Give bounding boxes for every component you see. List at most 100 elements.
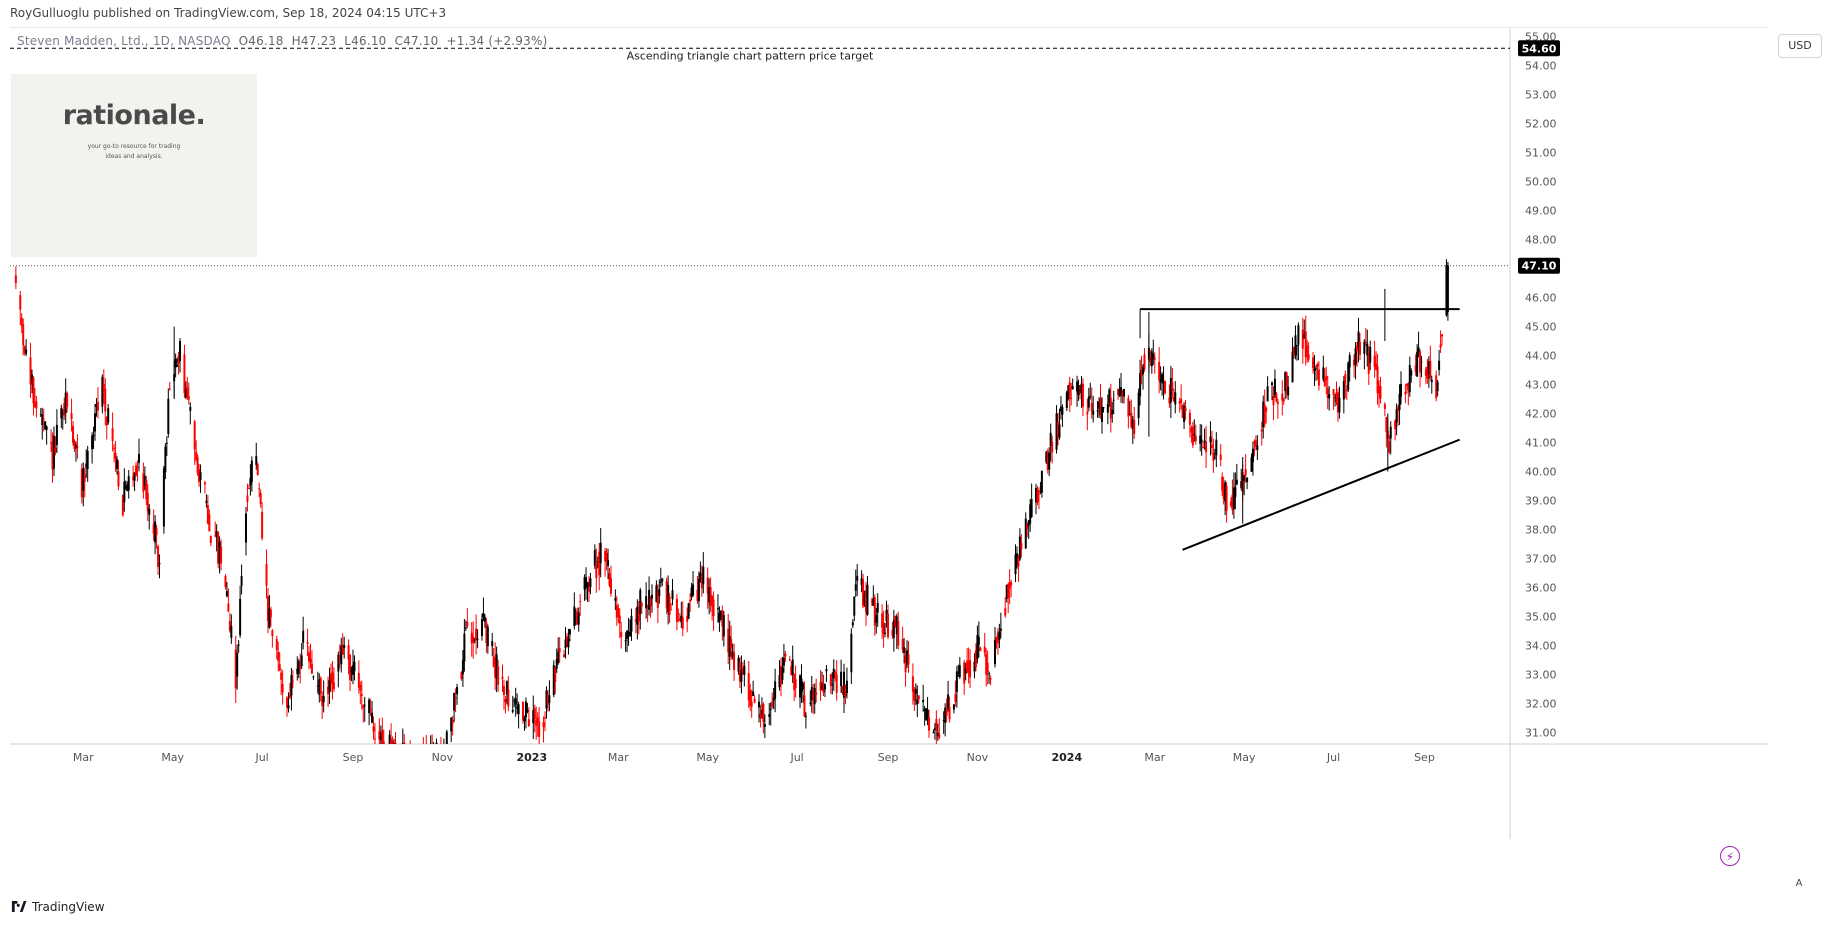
candle-body xyxy=(105,417,108,426)
candle-body xyxy=(1273,378,1276,396)
candle-body xyxy=(1312,357,1315,369)
candle-body xyxy=(155,527,158,535)
candle-body xyxy=(309,658,312,663)
candle-body xyxy=(593,550,596,566)
candle-body xyxy=(1325,376,1328,381)
candle-body xyxy=(95,403,98,407)
candle-body xyxy=(1008,582,1011,589)
candle-body xyxy=(214,535,217,537)
candle-body xyxy=(50,442,53,444)
candle-body xyxy=(1140,369,1143,376)
candle-body xyxy=(1224,482,1227,502)
candle-body xyxy=(851,622,854,626)
candle-body xyxy=(737,657,740,672)
candle-body xyxy=(1127,398,1130,417)
candle-body xyxy=(1181,405,1184,418)
candle-body xyxy=(576,611,579,625)
candle-body xyxy=(778,675,781,688)
candle-body xyxy=(629,631,632,637)
candle-body xyxy=(114,452,117,459)
candle-body xyxy=(456,686,459,695)
candle-body xyxy=(145,479,148,500)
candle-body xyxy=(146,492,149,512)
candle-body xyxy=(1281,393,1284,401)
candle-body xyxy=(280,672,283,680)
candle-body xyxy=(743,665,746,675)
candle-body xyxy=(1128,413,1131,415)
candle-body xyxy=(1015,553,1018,559)
candle-body xyxy=(1213,456,1216,458)
candle-body xyxy=(804,716,807,718)
auto-scale-button[interactable]: A xyxy=(1795,878,1803,889)
candle-body xyxy=(771,701,774,707)
candle-body xyxy=(1356,346,1359,352)
x-tick-label: Nov xyxy=(432,751,454,764)
candle-body xyxy=(450,717,453,732)
support-trendline[interactable] xyxy=(1182,438,1460,551)
currency-button[interactable]: USD xyxy=(1778,34,1822,58)
candle-body xyxy=(70,412,73,420)
candle-body xyxy=(1335,392,1338,403)
candle-body xyxy=(1215,439,1218,456)
candle-body xyxy=(819,681,822,691)
candle-body xyxy=(1183,405,1186,423)
candle-body xyxy=(577,612,580,625)
candle-body xyxy=(1070,398,1073,400)
candle-body xyxy=(187,396,190,400)
y-tick-label: 46.00 xyxy=(1525,292,1557,305)
candle-body xyxy=(554,666,557,683)
candle-body xyxy=(1193,434,1196,436)
candle-body xyxy=(1367,352,1370,374)
candle-body xyxy=(142,473,145,492)
candle-body xyxy=(401,743,404,744)
candle-body xyxy=(791,659,794,675)
candle-body xyxy=(1378,388,1381,393)
candle-body xyxy=(895,616,898,635)
candle-body xyxy=(132,476,135,481)
candle-body xyxy=(107,408,110,423)
candle-body xyxy=(66,393,69,407)
candle-body xyxy=(686,615,689,622)
candle-body xyxy=(1161,374,1164,381)
candle-body xyxy=(1096,410,1099,412)
candle-body xyxy=(492,656,495,668)
candle-body xyxy=(1282,399,1285,402)
high-value: H47.23 xyxy=(291,34,337,48)
candle-body xyxy=(1439,344,1442,348)
candle-body xyxy=(829,674,832,686)
candle-body xyxy=(209,535,212,543)
candle-body xyxy=(788,659,791,661)
candle-body xyxy=(1171,382,1174,391)
candle-body xyxy=(1133,420,1136,435)
candle-body xyxy=(614,598,617,601)
candle-body xyxy=(299,663,302,669)
candle-body xyxy=(318,679,321,695)
candle-body xyxy=(186,387,189,397)
candle-body xyxy=(607,560,610,566)
candle-body xyxy=(1303,334,1306,339)
candle-body xyxy=(300,655,303,667)
candle-body xyxy=(363,704,366,707)
chart-pane[interactable]: 31.00 32.00 33.00 34.00 35.00 36.00 37.00 38.00… xyxy=(10,27,1768,869)
candle-body xyxy=(378,731,381,740)
candle-body xyxy=(234,649,237,689)
price-chart[interactable]: 31.00 32.00 33.00 34.00 35.00 36.00 37.00 38.00… xyxy=(10,28,1768,869)
candle-body xyxy=(330,673,332,681)
candle-body xyxy=(1407,383,1410,391)
candle-body xyxy=(281,684,284,693)
candle-body xyxy=(769,708,772,710)
candle-body xyxy=(752,691,755,697)
candle-body xyxy=(615,604,618,618)
candle-body xyxy=(1090,403,1093,411)
price-target-badge xyxy=(1518,40,1560,57)
y-tick-label: 33.00 xyxy=(1525,668,1557,681)
footer-brand[interactable]: TradingView xyxy=(10,900,105,914)
candle-body xyxy=(111,428,114,441)
candle-body xyxy=(1231,494,1234,511)
lightning-icon[interactable]: ⚡ xyxy=(1720,846,1740,866)
candle-body xyxy=(860,578,863,586)
candle-body xyxy=(573,606,576,626)
candle-body xyxy=(548,695,551,703)
candle-body xyxy=(64,392,67,414)
candle-body xyxy=(1394,420,1397,430)
